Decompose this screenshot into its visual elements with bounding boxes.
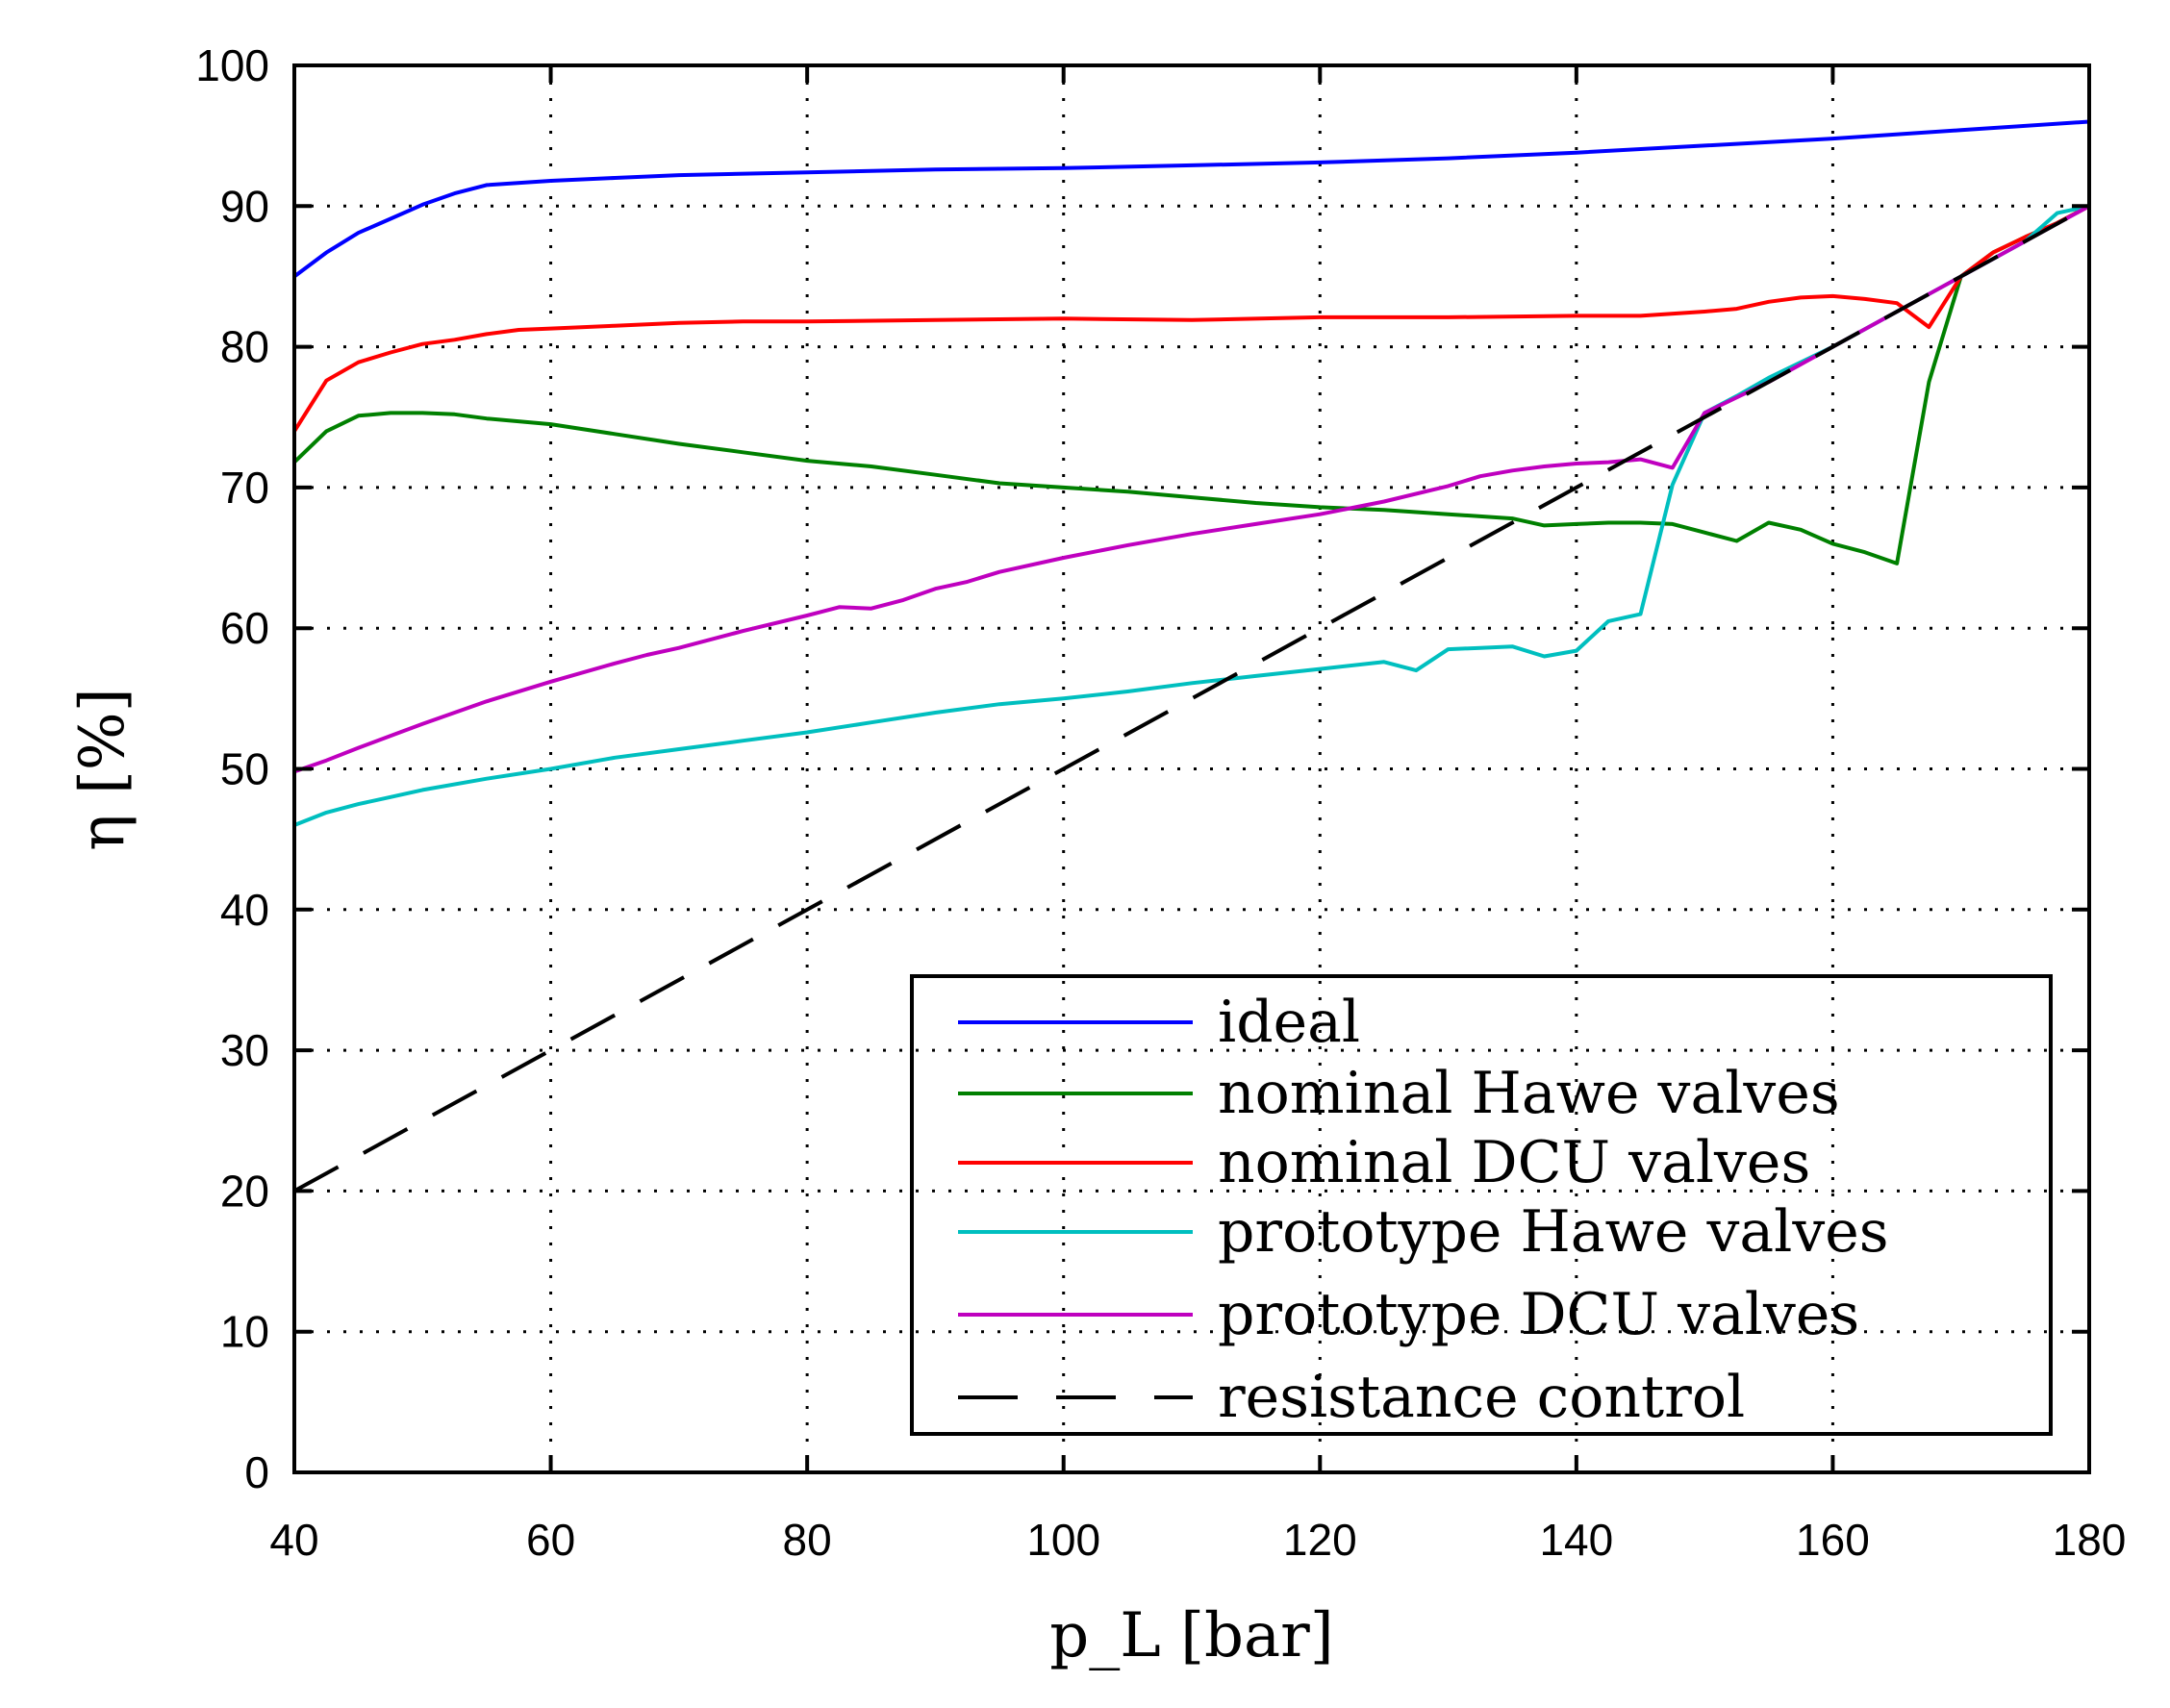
- x-tick-label: 160: [1796, 1515, 1870, 1565]
- y-tick-label: 90: [220, 181, 269, 231]
- y-tick-label: 60: [220, 603, 269, 653]
- y-axis-label: η [%]: [67, 688, 139, 850]
- legend-label: nominal Hawe valves: [1218, 1060, 1840, 1127]
- y-tick-label: 80: [220, 322, 269, 372]
- legend-frame: [910, 974, 2053, 1436]
- legend-label: resistance control: [1218, 1364, 1745, 1431]
- legend-label: nominal DCU valves: [1218, 1129, 1810, 1196]
- series-lines: [292, 119, 2090, 1193]
- series-line-nominal-hawe-valves: [292, 204, 2090, 565]
- y-tick-labels: 0 10 20 30 40 50 60 70 80 90 100: [195, 40, 269, 1497]
- y-tick-label: 70: [220, 463, 269, 513]
- series-line-prototype-hawe-valves: [293, 204, 2090, 827]
- series-line-ideal: [292, 119, 2090, 279]
- legend-label: prototype DCU valves: [1218, 1281, 1859, 1348]
- x-tick-label: 180: [2053, 1515, 2127, 1565]
- legend-label: ideal: [1218, 989, 1360, 1056]
- series-line-resistance-control: [293, 204, 2090, 1193]
- x-tick-label: 140: [1539, 1515, 1613, 1565]
- y-tick-label: 50: [220, 744, 269, 794]
- x-axis-label: p_L [bar]: [1049, 1600, 1333, 1671]
- axis-ticks: [292, 63, 2091, 1474]
- x-tick-label: 60: [526, 1515, 575, 1565]
- x-tick-label: 40: [269, 1515, 318, 1565]
- legend-label: prototype Hawe valves: [1218, 1198, 1889, 1266]
- y-tick-label: 40: [220, 885, 269, 935]
- y-tick-label: 0: [244, 1447, 269, 1497]
- x-tick-label: 120: [1283, 1515, 1357, 1565]
- y-tick-label: 10: [220, 1307, 269, 1357]
- y-tick-label: 20: [220, 1166, 269, 1216]
- y-tick-label: 100: [195, 40, 269, 90]
- x-tick-labels: 40 60 80 100 120 140 160 180: [269, 1515, 2126, 1565]
- series-line-nominal-dcu-valves: [292, 204, 2090, 433]
- x-tick-label: 100: [1026, 1515, 1100, 1565]
- y-tick-label: 30: [220, 1025, 269, 1075]
- x-tick-label: 80: [783, 1515, 832, 1565]
